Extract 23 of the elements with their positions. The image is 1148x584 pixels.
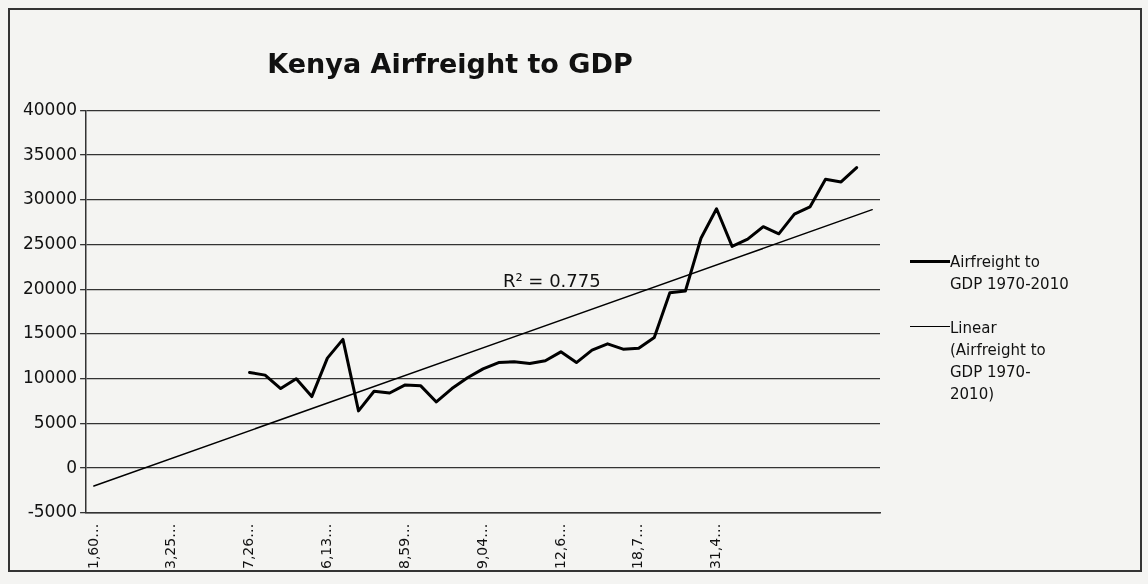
legend-label: Airfreight to GDP 1970-2010 [950, 252, 1070, 296]
y-tick-label: -5000 [27, 501, 78, 522]
legend-label: Linear (Airfreight to GDP 1970-2010) [950, 318, 1047, 406]
x-tick-label: 12,6… [551, 523, 568, 569]
y-tick-label: 25000 [22, 232, 78, 253]
y-tick-label: 30000 [22, 188, 78, 209]
y-tick-label: 10000 [22, 367, 78, 388]
x-tick-label: 3,25… [162, 523, 179, 569]
x-tick-label: 9,04… [473, 523, 490, 569]
y-tick-label: 15000 [22, 322, 78, 343]
chart-title: Kenya Airfreight to GDP [267, 48, 633, 80]
x-tick-label: 31,4… [707, 523, 724, 569]
y-tick-label: 5000 [33, 411, 78, 432]
x-tick-label: 18,7… [629, 523, 646, 569]
y-tick-label: 35000 [22, 143, 78, 164]
y-tick-label: 40000 [22, 98, 78, 119]
x-tick-label: 7,26… [240, 523, 257, 569]
y-tick-label: 0 [66, 456, 78, 477]
x-tick-label: 6,13… [318, 523, 335, 569]
x-tick-label: 1,60… [84, 523, 101, 569]
x-tick-label: 8,59… [395, 523, 412, 569]
annotation: R² = 0.775 [502, 270, 601, 292]
y-tick-label: 20000 [22, 277, 78, 298]
